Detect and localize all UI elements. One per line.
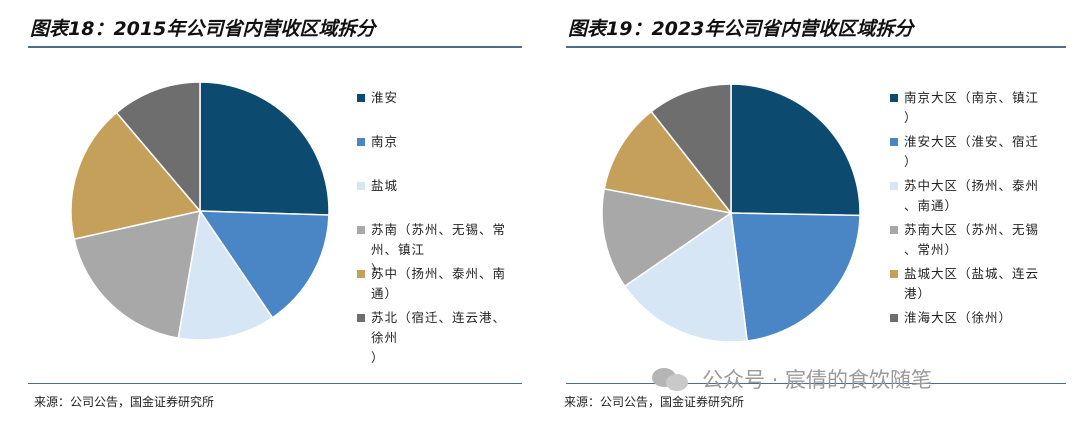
legend-swatch [890,182,898,190]
legend-label: 苏北（宿迁、连云港、徐州） [371,310,507,365]
chart-title: 图表19：2023年公司省内营收区域拆分 [568,18,914,40]
source-divider [566,383,1066,384]
legend-item: 南京大区（南京、镇江） [890,88,1039,128]
chart-panel-2015: 图表18：2015年公司省内营收区域拆分 淮安南京盐城苏南（苏州、无锡、常州、镇… [28,18,522,409]
legend-label: 盐城大区（盐城、连云 港） [904,266,1040,301]
pie-slice [115,81,201,214]
legend-swatch [357,182,365,190]
watermark-text: 公众号 · 宸倩的食饮随笔 [702,368,933,392]
legend-swatch [357,138,365,146]
legend-swatch [357,314,365,322]
watermark: 公众号 · 宸倩的食饮随笔 [652,364,932,394]
legend-item: 苏中大区（扬州、泰州 、南通） [890,176,1039,216]
legend-2023: 南京大区（南京、镇江） 淮安大区（淮安、宿迁） 苏中大区（扬州、泰州 、南通） 苏南大区… [890,88,1062,358]
pie-slice [70,111,202,241]
legend-item: 苏南大区（苏州、无锡 、常州） [890,220,1039,260]
legend-label: 苏中大区（扬州、泰州 、南通） [904,178,1040,213]
legend-swatch [890,314,898,322]
pie-slice [199,81,330,216]
chart-title: 图表18：2015年公司省内营收区域拆分 [30,18,376,40]
source-note: 来源：公司公告，国金证券研究所 [34,395,215,409]
legend-label: 淮安 [371,90,399,105]
legend-label: 南京大区（南京、镇江） [904,90,1040,125]
legend-swatch [890,226,898,234]
pie-slice [730,212,861,342]
pie-slice [198,210,330,319]
pie-chart-2015 [70,81,330,341]
legend-item: 淮安 [357,88,398,108]
legend-label: 盐城 [371,178,399,193]
pie-slice [601,187,733,288]
legend-item: 淮海大区（徐州） [890,308,1012,328]
pie-slice [730,83,861,217]
chart-panel-2023: 图表19：2023年公司省内营收区域拆分 南京大区（南京、镇江） 淮安大区（淮安、… [540,0,1080,428]
legend-item: 苏中（扬州、泰州、南通） [357,264,517,304]
legend-label: 苏南大区（苏州、无锡 、常州） [904,222,1040,257]
legend-2015: 淮安南京盐城苏南（苏州、无锡、常州、镇江）苏中（扬州、泰州、南通） 苏北（宿迁、连… [357,88,517,365]
pie-slice [73,210,201,340]
legend-swatch [890,270,898,278]
legend-swatch [890,94,898,102]
pie-chart-2023 [601,83,861,343]
legend-label: 苏南（苏州、无锡、常州、镇江） [371,222,507,277]
pie-slice [623,211,749,343]
legend-item: 盐城大区（盐城、连云 港） [890,264,1039,304]
legend-item: 淮安大区（淮安、宿迁） [890,132,1039,172]
wechat-icon [652,366,692,392]
source-note: 来源：公司公告，国金证券研究所 [564,395,745,409]
legend-swatch [357,94,365,102]
legend-label: 南京 [371,134,399,149]
legend-label: 苏中（扬州、泰州、南通） [371,266,507,301]
pie-slice [603,110,733,215]
source-divider [28,383,522,384]
legend-swatch [357,270,365,278]
legend-item: 苏南（苏州、无锡、常州、镇江） [357,220,517,280]
legend-item: 苏北（宿迁、连云港、徐州） [357,308,517,368]
pie-slice [650,83,732,216]
legend-item: 南京 [357,132,398,152]
legend-item: 盐城 [357,176,398,196]
legend-label: 淮安大区（淮安、宿迁） [904,134,1040,169]
pie-slice [177,209,274,341]
legend-swatch [890,138,898,146]
legend-label: 淮海大区（徐州） [904,310,1013,325]
title-divider [566,46,1066,48]
title-divider [28,46,522,48]
legend-swatch [357,226,365,234]
